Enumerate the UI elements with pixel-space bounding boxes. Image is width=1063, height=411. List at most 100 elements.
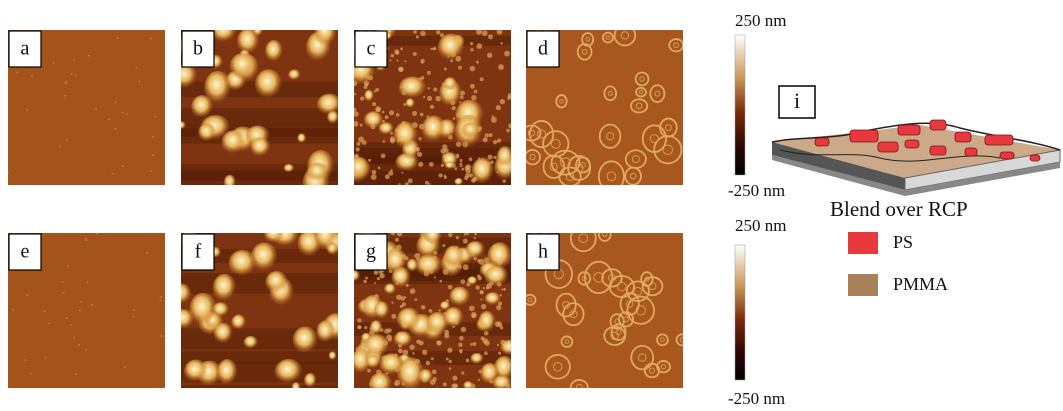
grain [412,352,414,354]
grain [388,171,393,176]
domain [444,245,465,269]
grain [472,342,476,346]
grain [436,341,440,345]
domain [265,40,283,63]
stripe [181,351,338,363]
speck [7,172,9,174]
domain [244,336,259,349]
grain [482,30,488,36]
grain [383,140,386,143]
speck [74,75,76,77]
grain [376,108,381,113]
colorbar [735,245,745,380]
grain [477,259,480,262]
speck [71,324,73,326]
panel-label: i [794,88,800,113]
domain [364,90,374,102]
ps-domain [965,148,977,156]
grain [356,147,360,151]
domain [349,157,370,181]
grain [487,154,492,159]
grain [475,285,479,289]
grain [479,290,483,294]
speck [12,309,14,311]
grain [396,60,398,62]
speck [133,316,135,318]
domain [472,158,495,186]
grain [395,238,399,242]
grain [458,66,462,70]
domain [364,334,390,359]
grain [391,231,395,235]
grain [474,237,476,239]
domain [470,353,484,365]
grain [497,344,499,346]
grain [470,48,473,51]
grain [469,305,475,311]
domain [466,241,486,259]
domain [213,274,237,302]
grain [368,159,371,162]
domain [484,265,509,287]
domain [230,53,257,80]
grain [478,276,482,280]
legend-label: PS [893,232,913,252]
grain [354,93,356,95]
panel-label: e [21,241,30,263]
speck [65,83,67,85]
grain [497,29,503,35]
grain [506,129,510,133]
grain [486,286,489,289]
grain [353,111,358,116]
speck [30,373,32,375]
stripe [181,273,338,293]
grain [374,91,376,93]
grain [503,288,506,291]
speck [154,116,156,118]
panel-label: d [538,38,548,60]
speck [95,108,97,110]
colorbar-min-label: -250 nm [728,389,785,408]
domain [394,331,413,347]
speck [62,281,64,283]
speck [96,233,98,235]
grain [501,288,503,290]
domain [501,340,519,356]
grain [485,133,489,137]
grain [498,64,504,70]
speck [44,311,46,313]
domain [462,122,480,139]
grain [385,174,390,179]
grain [427,71,431,75]
grain [440,148,445,153]
grain [463,238,468,243]
grain [375,88,379,92]
domain [176,121,186,130]
domain [394,122,418,150]
grain [438,173,442,177]
grain [431,357,434,360]
grain [507,96,511,100]
grain [478,379,480,381]
grain [471,95,476,100]
grain [429,162,434,167]
figure: abcdefgh250 nm-250 nm250 nm-250 nmiBlend… [0,0,1063,411]
speck [124,366,126,368]
domain [304,373,317,389]
grain [452,376,457,381]
grain [391,314,396,319]
ps-domain [930,146,946,155]
domain [191,95,213,119]
grain [409,344,414,349]
grain [459,336,464,341]
colorbar-min-label: -250 nm [728,181,785,200]
domain [349,270,361,282]
grain [500,42,502,44]
grain [389,59,391,61]
speck [49,322,51,324]
grain [436,30,440,34]
grain [390,169,392,171]
domain [454,178,463,186]
domain [445,161,455,169]
grain [446,358,449,361]
